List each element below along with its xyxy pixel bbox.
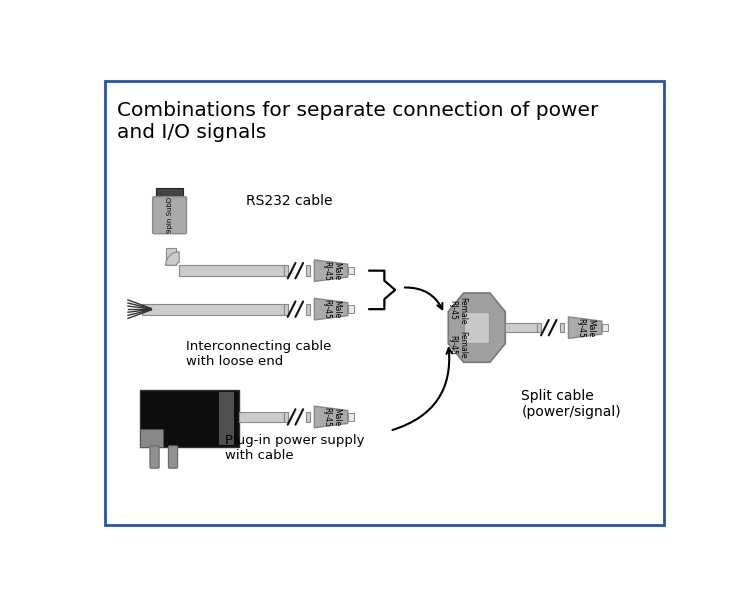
Text: and I/O signals: and I/O signals <box>117 123 266 142</box>
Text: Plug-in power supply
with cable: Plug-in power supply with cable <box>225 434 364 462</box>
Bar <box>284 412 288 422</box>
Bar <box>179 265 284 276</box>
Bar <box>537 323 541 332</box>
Bar <box>166 248 176 265</box>
FancyBboxPatch shape <box>150 446 159 468</box>
Bar <box>560 323 564 332</box>
Bar <box>140 428 164 447</box>
FancyBboxPatch shape <box>152 197 187 234</box>
Polygon shape <box>166 252 179 265</box>
Polygon shape <box>314 298 348 320</box>
Bar <box>602 324 608 331</box>
Polygon shape <box>448 293 506 362</box>
Bar <box>219 392 234 445</box>
Bar <box>348 413 354 421</box>
Text: Split cable
(power/signal): Split cable (power/signal) <box>521 389 621 419</box>
Text: Male
RJ-45: Male RJ-45 <box>322 261 341 281</box>
Bar <box>348 305 354 313</box>
Text: Combinations for separate connection of power: Combinations for separate connection of … <box>117 101 598 120</box>
Bar <box>284 304 288 314</box>
FancyBboxPatch shape <box>169 446 178 468</box>
Text: Male
RJ-45: Male RJ-45 <box>576 318 596 338</box>
Bar <box>306 412 310 422</box>
Bar <box>506 323 537 332</box>
Text: Female
RJ-45: Female RJ-45 <box>448 331 467 359</box>
Polygon shape <box>314 260 348 281</box>
Bar <box>306 265 310 276</box>
Text: Male
RJ-45: Male RJ-45 <box>322 299 341 319</box>
Bar <box>140 390 238 447</box>
Text: Male
RJ-45: Male RJ-45 <box>322 407 341 427</box>
Text: Female
RJ-45: Female RJ-45 <box>448 296 467 324</box>
Bar <box>238 412 284 422</box>
Polygon shape <box>568 317 602 338</box>
Bar <box>464 312 489 343</box>
Polygon shape <box>314 406 348 428</box>
Text: Interconnecting cable
with loose end: Interconnecting cable with loose end <box>187 340 332 368</box>
Bar <box>284 265 288 276</box>
Bar <box>142 304 284 314</box>
Text: RS232 cable: RS232 cable <box>246 194 332 208</box>
Text: 9pin SubD: 9pin SubD <box>166 197 172 233</box>
Bar <box>156 187 184 198</box>
Bar <box>348 267 354 274</box>
Bar <box>306 304 310 314</box>
